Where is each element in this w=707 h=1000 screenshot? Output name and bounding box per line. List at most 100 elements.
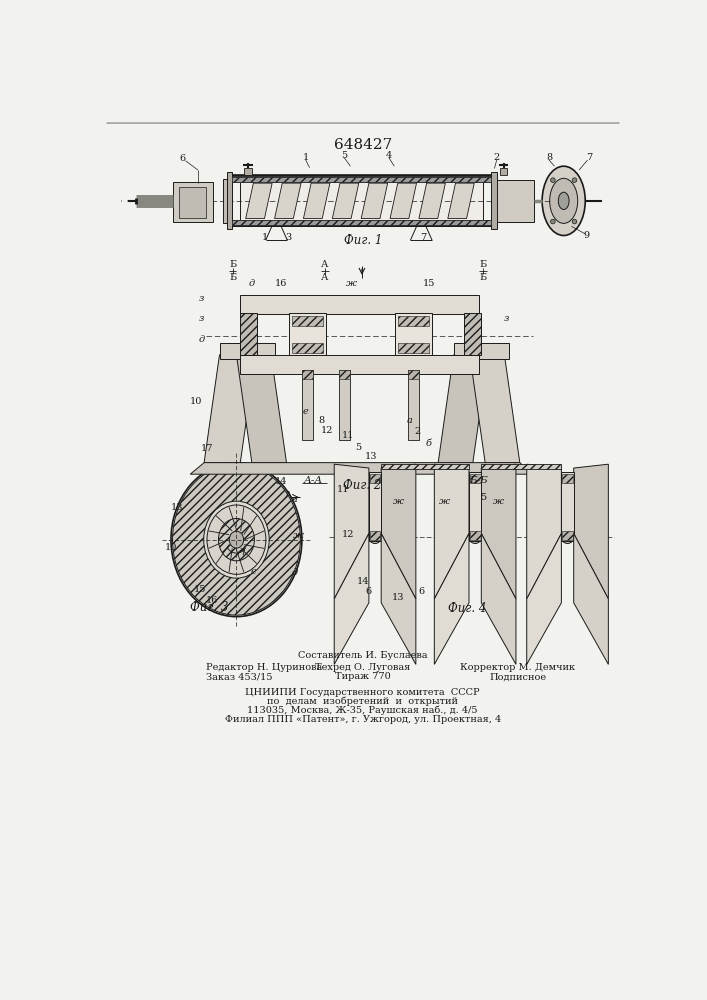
Text: Техред О. Луговая: Техред О. Луговая xyxy=(315,663,410,672)
Circle shape xyxy=(469,531,481,544)
Text: 6: 6 xyxy=(418,587,424,596)
Ellipse shape xyxy=(173,464,300,615)
Circle shape xyxy=(551,178,555,182)
Text: А: А xyxy=(321,273,329,282)
Ellipse shape xyxy=(559,192,569,210)
Polygon shape xyxy=(434,464,469,599)
Bar xyxy=(398,316,429,326)
Polygon shape xyxy=(246,183,272,219)
Bar xyxy=(398,343,429,353)
Text: Редактор Н. Цуринова: Редактор Н. Цуринова xyxy=(206,663,322,672)
Bar xyxy=(230,175,492,226)
Text: 3: 3 xyxy=(286,233,292,242)
Bar xyxy=(230,175,492,182)
Text: а: а xyxy=(291,495,297,504)
Text: Фиг. 2: Фиг. 2 xyxy=(343,479,381,492)
Text: 12: 12 xyxy=(321,426,334,435)
Text: 6: 6 xyxy=(366,587,372,596)
Bar xyxy=(464,312,481,355)
Polygon shape xyxy=(334,533,369,664)
Text: Б-Б: Б-Б xyxy=(469,476,489,485)
Text: Составитель И. Буслаева: Составитель И. Буслаева xyxy=(298,651,428,660)
Bar xyxy=(240,356,479,370)
Polygon shape xyxy=(381,464,416,599)
Polygon shape xyxy=(434,533,469,664)
Text: 16: 16 xyxy=(275,279,287,288)
Bar xyxy=(240,299,479,312)
Polygon shape xyxy=(481,464,516,599)
Ellipse shape xyxy=(171,463,302,617)
Text: 1: 1 xyxy=(303,153,309,162)
Bar xyxy=(230,220,492,226)
Bar xyxy=(469,472,481,541)
Text: ж: ж xyxy=(493,497,504,506)
Bar xyxy=(370,474,380,483)
Circle shape xyxy=(372,534,378,540)
Bar xyxy=(232,177,491,182)
Text: з: з xyxy=(199,314,204,323)
Text: Б: Б xyxy=(479,260,486,269)
Circle shape xyxy=(472,534,478,540)
Text: ж: ж xyxy=(392,497,404,506)
Polygon shape xyxy=(236,355,286,463)
Bar xyxy=(454,343,509,359)
Bar xyxy=(292,343,322,353)
Text: 5: 5 xyxy=(355,443,361,452)
Text: 13: 13 xyxy=(392,593,404,602)
Ellipse shape xyxy=(549,178,578,223)
Text: Фиг. 3: Фиг. 3 xyxy=(190,601,228,614)
Polygon shape xyxy=(438,355,489,463)
Polygon shape xyxy=(361,183,387,219)
Text: 5: 5 xyxy=(480,493,486,502)
Bar xyxy=(173,182,213,222)
Circle shape xyxy=(551,219,555,224)
Text: 7: 7 xyxy=(586,153,592,162)
Polygon shape xyxy=(527,533,561,664)
Bar xyxy=(288,312,326,355)
Text: ж: ж xyxy=(293,531,303,540)
Bar xyxy=(339,370,350,379)
Text: е: е xyxy=(303,407,309,416)
Ellipse shape xyxy=(542,166,585,235)
Text: 16: 16 xyxy=(206,596,218,605)
Text: 8: 8 xyxy=(318,416,325,425)
Text: Заказ 453/15: Заказ 453/15 xyxy=(206,672,272,681)
Bar xyxy=(240,312,257,355)
Polygon shape xyxy=(274,183,301,219)
Circle shape xyxy=(369,531,381,544)
Text: 14: 14 xyxy=(357,578,370,586)
Circle shape xyxy=(561,531,573,544)
Text: Фиг. 4: Фиг. 4 xyxy=(448,602,486,615)
Polygon shape xyxy=(469,355,520,463)
Text: б: б xyxy=(426,439,432,448)
Text: 17: 17 xyxy=(201,444,214,453)
Bar xyxy=(292,316,322,326)
Text: А: А xyxy=(321,260,329,269)
Circle shape xyxy=(572,219,577,224)
Text: ЦНИИПИ Государственного комитета  СССР: ЦНИИПИ Государственного комитета СССР xyxy=(245,688,480,697)
Polygon shape xyxy=(573,533,608,664)
Text: Фиг. 1: Фиг. 1 xyxy=(344,234,382,247)
Text: а: а xyxy=(407,416,413,425)
Text: 10: 10 xyxy=(190,397,203,406)
Bar xyxy=(369,472,381,541)
Bar xyxy=(469,474,481,483)
Text: ж: ж xyxy=(439,497,450,506)
Text: 4: 4 xyxy=(386,151,392,160)
Text: 13: 13 xyxy=(365,452,378,461)
Text: 1: 1 xyxy=(262,233,268,242)
Ellipse shape xyxy=(204,501,269,578)
Polygon shape xyxy=(481,533,516,664)
Text: Тираж 770: Тираж 770 xyxy=(335,672,390,681)
Ellipse shape xyxy=(218,518,255,561)
Text: Подписное: Подписное xyxy=(489,672,546,681)
Text: 11: 11 xyxy=(337,485,349,494)
Bar xyxy=(491,172,497,229)
Text: 15: 15 xyxy=(194,585,206,594)
Bar xyxy=(561,472,573,541)
Text: 2: 2 xyxy=(414,427,421,436)
Bar xyxy=(302,370,312,379)
Text: д: д xyxy=(249,279,255,288)
Text: 2: 2 xyxy=(493,153,500,162)
Bar xyxy=(408,370,419,440)
